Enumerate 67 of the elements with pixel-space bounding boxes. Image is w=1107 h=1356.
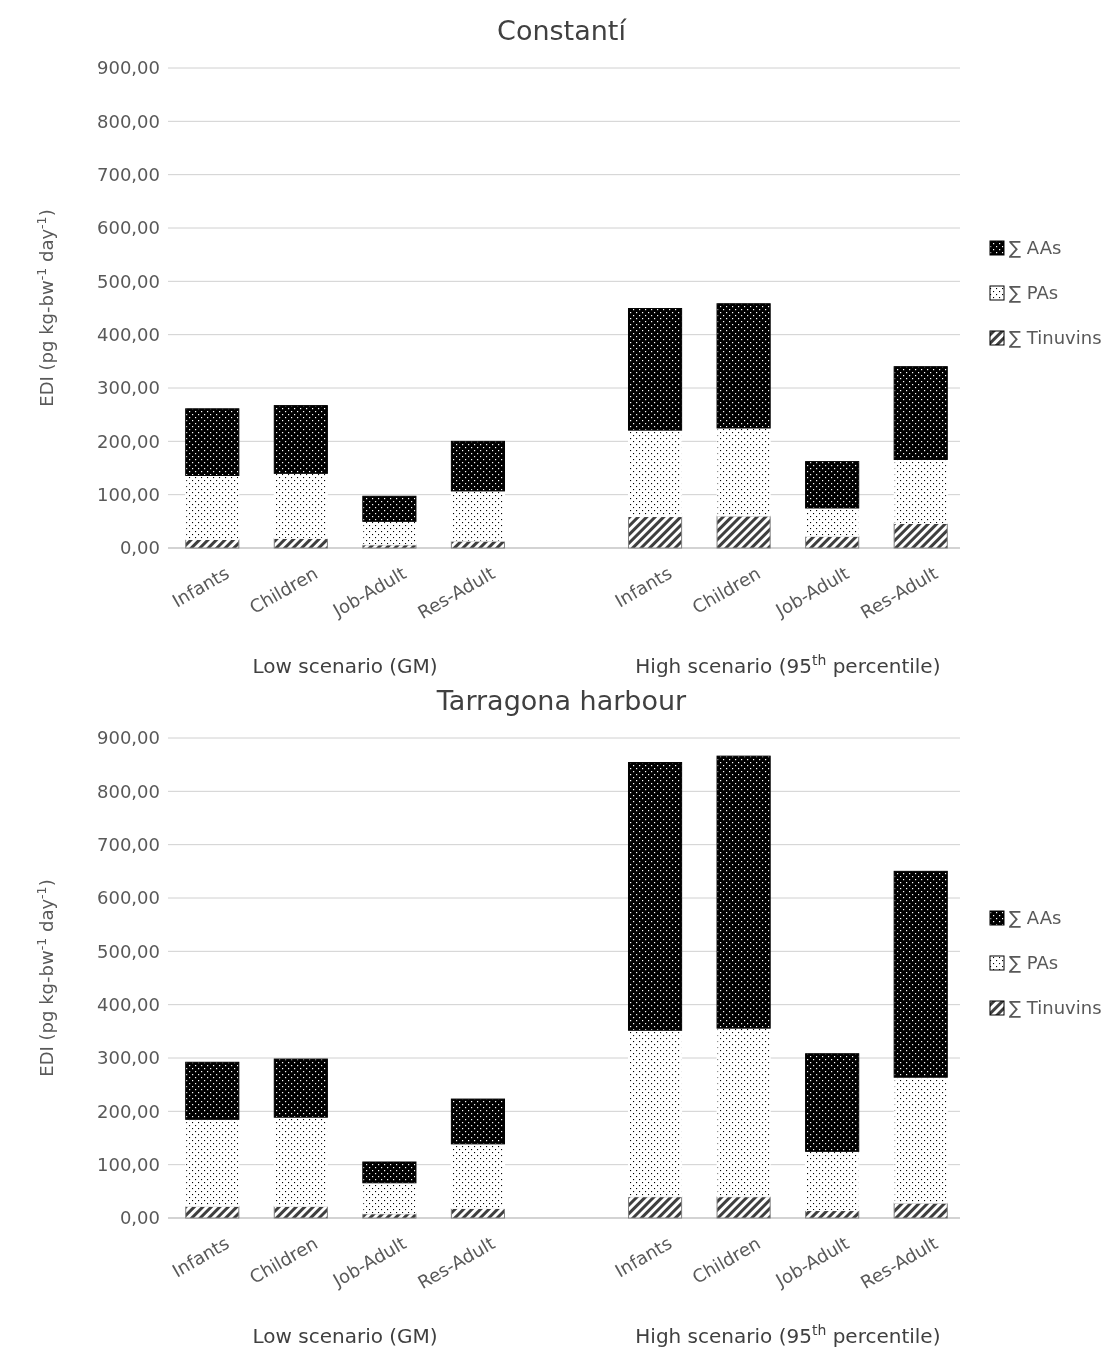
y-tick-label: 200,00 (97, 1100, 160, 1122)
y-tick-label: 200,00 (97, 430, 160, 452)
bar (805, 461, 860, 509)
chart-title: Tarragona harbour (435, 685, 688, 716)
bar (805, 535, 860, 549)
y-tick-label: 400,00 (97, 323, 160, 345)
bar (716, 515, 771, 549)
text: High scenario (95$^{th}$ percentile) (635, 652, 941, 678)
y-tick-label: 800,00 (97, 110, 160, 132)
y-tick-label: 700,00 (97, 163, 160, 185)
bar (362, 544, 417, 549)
bar (805, 507, 860, 537)
legend-label: ∑ AAs (1009, 907, 1062, 929)
text: Low scenario (GM) (252, 654, 438, 678)
y-tick-label: 700,00 (97, 833, 160, 855)
y-tick-label: 100,00 (97, 1153, 160, 1175)
y-tick-label: 900,00 (97, 727, 160, 749)
text: Low scenario (GM) (252, 1324, 438, 1348)
bar (362, 1213, 417, 1219)
bar (716, 1196, 771, 1219)
bar (805, 1150, 860, 1212)
legend-label: ∑ Tinuvins (1009, 997, 1102, 1019)
bar (273, 1116, 328, 1207)
bar (185, 1205, 240, 1219)
bar (185, 408, 240, 476)
bar (273, 405, 328, 474)
bar (627, 762, 683, 1031)
y-tick-label: 600,00 (97, 217, 160, 239)
bar (893, 366, 948, 460)
bar (893, 1202, 948, 1219)
y-tick-label: 0,00 (119, 537, 160, 559)
bar (893, 522, 948, 549)
y-tick-label: 100,00 (97, 483, 160, 505)
bar (893, 870, 948, 1078)
y-tick-label: 800,00 (97, 780, 160, 802)
y-tick-label: 900,00 (97, 57, 160, 79)
bar (627, 1196, 683, 1219)
text: High scenario (95$^{th}$ percentile) (635, 1322, 941, 1348)
bar (273, 1205, 328, 1219)
bar (185, 1061, 240, 1120)
bar (273, 537, 328, 549)
y-tick-label: 300,00 (97, 377, 160, 399)
bar (627, 308, 683, 431)
bar (362, 1161, 417, 1184)
bar (273, 472, 328, 539)
bar (450, 1207, 506, 1219)
bar (450, 1098, 506, 1145)
bar (185, 538, 240, 549)
y-tick-label: 600,00 (97, 887, 160, 909)
y-tick-label: 0,00 (119, 1207, 160, 1229)
legend-label: ∑ PAs (1009, 282, 1059, 304)
chart-title: Constantí (497, 15, 628, 46)
bar (805, 1053, 860, 1152)
y-tick-label: 400,00 (97, 993, 160, 1015)
bar (273, 1058, 328, 1118)
bar (362, 495, 417, 522)
y-tick-label: 300,00 (97, 1047, 160, 1069)
bar (805, 1210, 860, 1219)
bar (716, 755, 771, 1029)
bar (450, 440, 506, 492)
legend-label: ∑ Tinuvins (1009, 327, 1102, 349)
y-tick-label: 500,00 (97, 940, 160, 962)
bar (627, 516, 683, 549)
legend-label: ∑ AAs (1009, 237, 1062, 259)
bar (716, 303, 771, 429)
legend-label: ∑ PAs (1009, 952, 1059, 974)
y-tick-label: 500,00 (97, 270, 160, 292)
